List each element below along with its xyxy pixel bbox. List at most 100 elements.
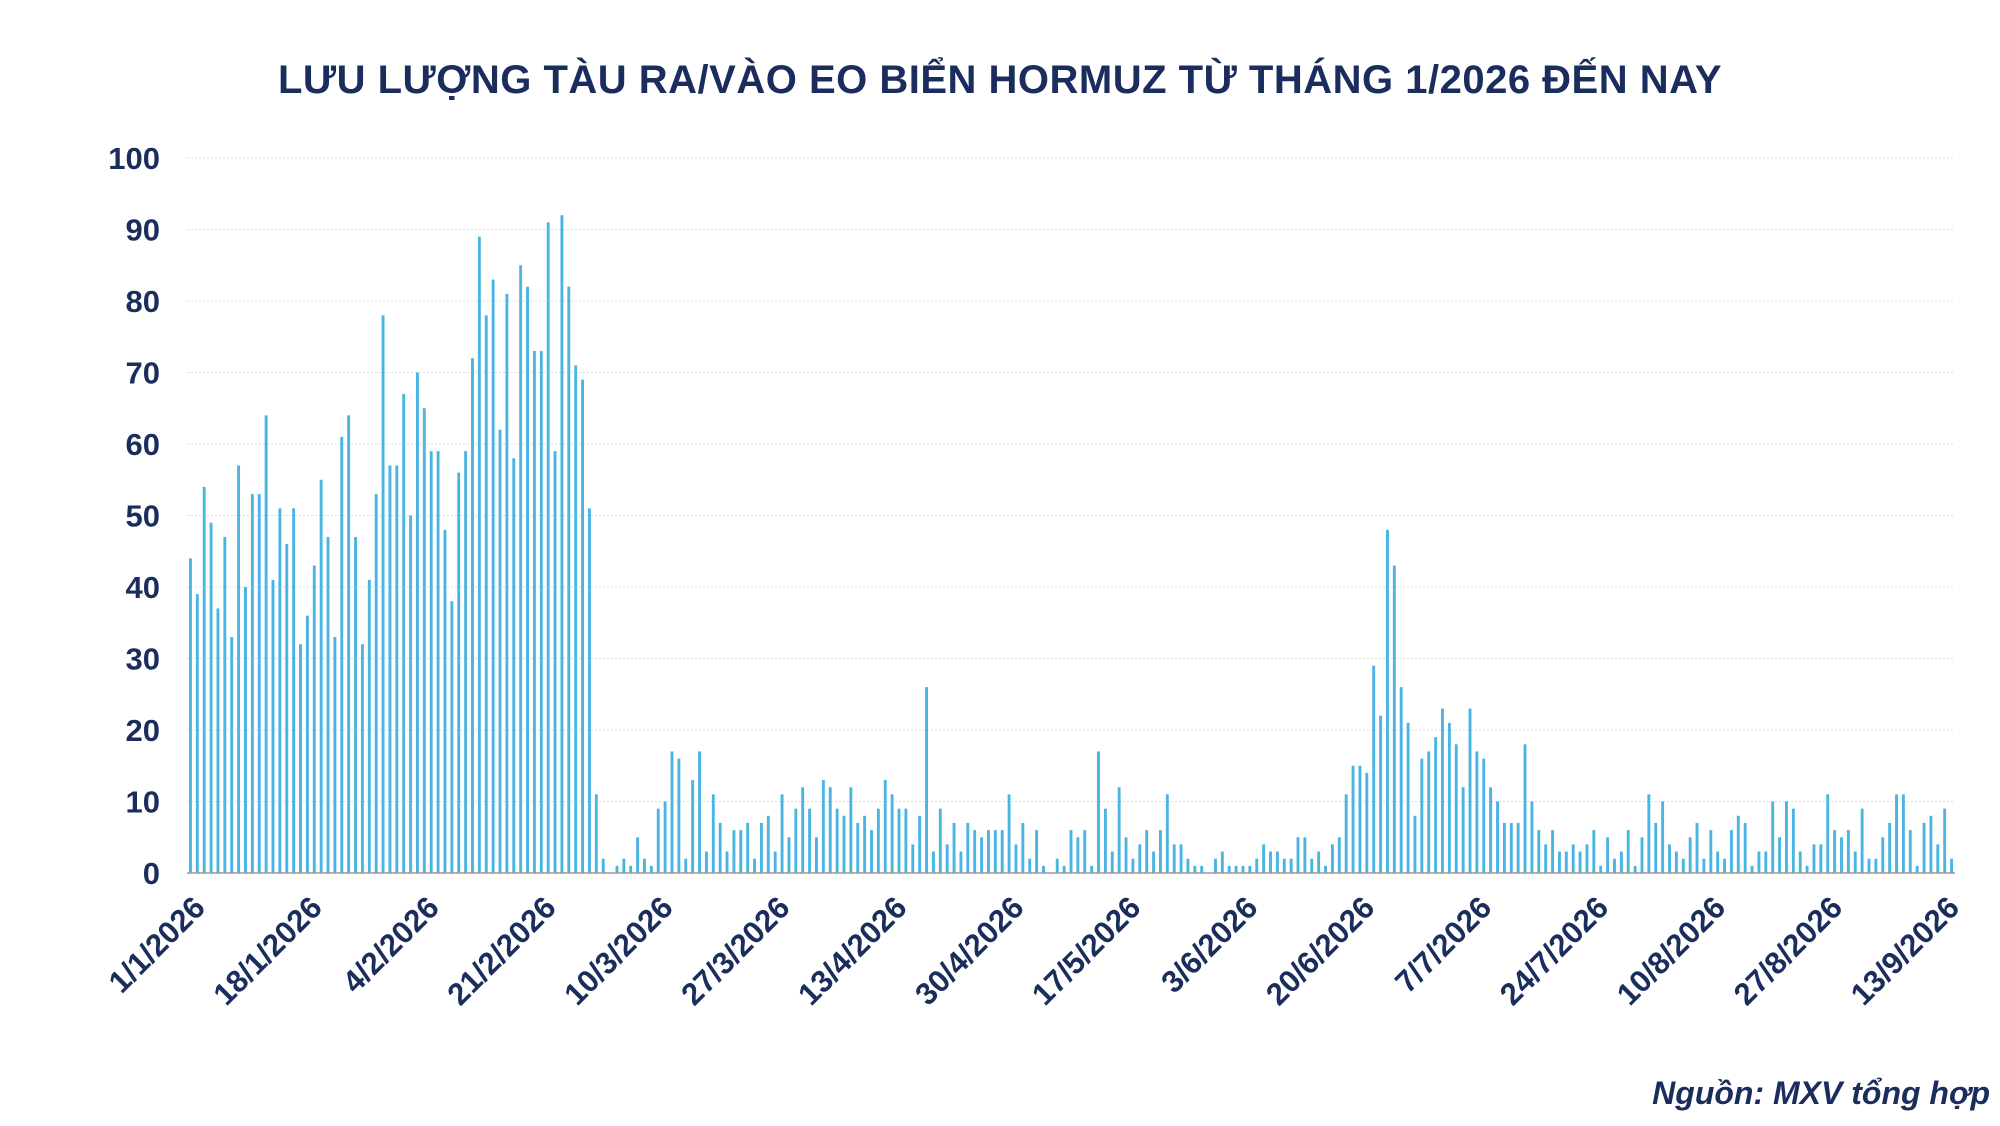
bar (794, 808, 798, 873)
bar (1475, 751, 1479, 873)
bar (1241, 865, 1245, 873)
bar (1454, 744, 1458, 873)
bar (1943, 808, 1947, 873)
bar (1138, 844, 1142, 873)
bar (1674, 851, 1678, 873)
bar (1929, 815, 1933, 873)
gridlines (187, 157, 1955, 802)
bar (457, 472, 461, 873)
y-tick-label: 100 (108, 141, 160, 176)
bar (691, 780, 695, 873)
bar (1502, 822, 1506, 873)
bar (1888, 822, 1892, 873)
bar (1901, 794, 1905, 873)
x-tick-label: 27/3/2026 (674, 890, 796, 1012)
bar (546, 222, 550, 874)
bar (925, 687, 928, 873)
bar (952, 822, 956, 873)
bar (1840, 837, 1843, 873)
bar (1606, 837, 1610, 873)
bar (1716, 851, 1720, 873)
bar (1124, 837, 1128, 873)
bar (787, 837, 791, 873)
bar (1585, 844, 1589, 873)
x-tick-label: 21/2/2026 (440, 890, 562, 1012)
y-tick-label: 70 (126, 356, 160, 391)
bar (1035, 830, 1039, 873)
bar (1523, 744, 1527, 873)
bar (780, 794, 784, 873)
bar (1042, 865, 1045, 873)
bar (656, 808, 660, 873)
bar (574, 365, 578, 873)
bar (801, 787, 805, 873)
bar (1000, 830, 1004, 873)
bar (1681, 858, 1685, 873)
bar (1131, 858, 1135, 873)
x-tick-label: 7/7/2026 (1388, 890, 1498, 1000)
bar (1647, 794, 1651, 873)
bar (1090, 865, 1094, 873)
bar (1055, 858, 1059, 873)
bar (870, 830, 873, 873)
bar (1537, 830, 1541, 873)
bar (1227, 865, 1231, 873)
bar (1337, 837, 1341, 873)
bar (1805, 865, 1809, 873)
bar (1200, 865, 1204, 873)
bar (1310, 858, 1314, 873)
x-tick-label: 10/3/2026 (557, 890, 679, 1012)
bar (292, 508, 296, 873)
bar (1874, 858, 1878, 873)
bar (1640, 837, 1644, 873)
bar (360, 644, 364, 873)
bar (1062, 865, 1066, 873)
bar (1351, 765, 1355, 873)
bar (1853, 851, 1857, 873)
bars (189, 215, 1954, 874)
bar (1427, 751, 1431, 873)
bar (677, 758, 681, 873)
bar (966, 822, 970, 873)
bar (1922, 822, 1926, 873)
bar (526, 286, 529, 873)
bar (1764, 851, 1768, 873)
bar (1895, 794, 1898, 873)
bar (1234, 865, 1238, 873)
bar (987, 830, 990, 873)
bar (484, 315, 488, 873)
bar (1172, 844, 1176, 873)
bar (1771, 801, 1775, 873)
bar (388, 465, 392, 873)
bar (491, 279, 495, 873)
bar (374, 494, 378, 873)
bar (1468, 708, 1472, 873)
bar (1544, 844, 1548, 873)
bar (1516, 822, 1520, 873)
bar (773, 851, 777, 873)
bar (1599, 865, 1603, 873)
y-tick-label: 30 (126, 642, 160, 677)
bar (326, 536, 330, 873)
bar (1275, 851, 1279, 873)
bar (1303, 837, 1307, 873)
bar (1633, 865, 1637, 873)
bar (216, 608, 220, 873)
bar (1750, 865, 1754, 873)
bar (1489, 787, 1493, 873)
bar (1736, 815, 1740, 873)
x-tick-label: 20/6/2026 (1259, 890, 1381, 1012)
bar (340, 436, 344, 873)
bar (1103, 808, 1107, 873)
bar (1324, 865, 1327, 873)
bar (629, 865, 633, 873)
bar (319, 479, 323, 873)
x-tick-label: 24/7/2026 (1493, 890, 1615, 1012)
bar (312, 565, 316, 873)
bar (1778, 837, 1782, 873)
x-tick-label: 13/4/2026 (791, 890, 913, 1012)
bar (883, 780, 887, 873)
bar (347, 415, 351, 873)
bar (1420, 758, 1424, 873)
bar (1117, 787, 1121, 873)
